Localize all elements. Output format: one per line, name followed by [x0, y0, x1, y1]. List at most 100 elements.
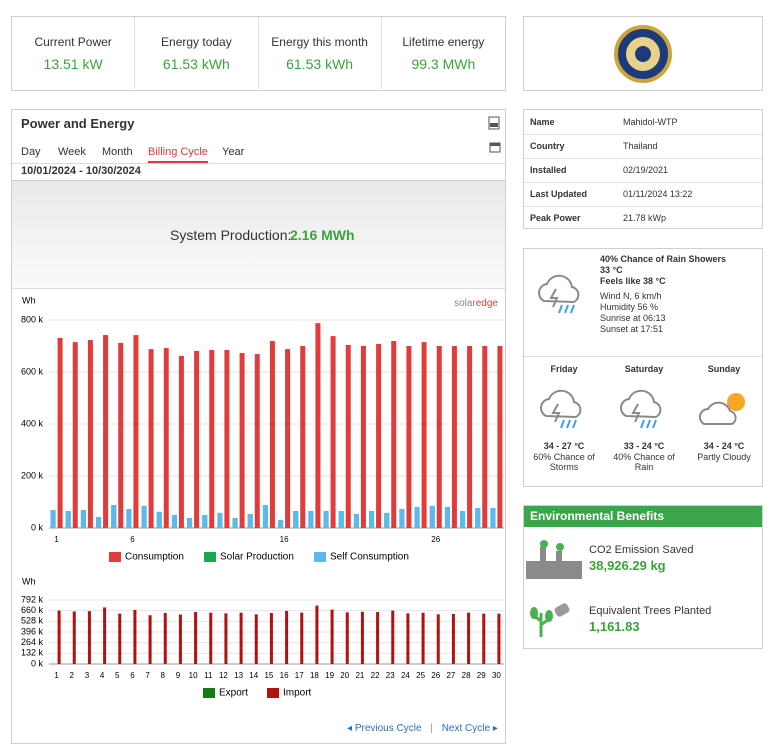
bar	[399, 509, 405, 528]
bar	[87, 611, 91, 664]
bar	[254, 354, 260, 528]
bar	[414, 506, 420, 528]
power-panel: Power and Energy Day Week Month Billing Cyc…	[11, 109, 506, 744]
x-tick-label: 26	[431, 535, 440, 544]
bar	[262, 505, 268, 528]
brand-part: edge	[476, 298, 499, 309]
bar	[436, 346, 442, 528]
x-tick-label: 12	[219, 671, 228, 680]
bar	[133, 609, 137, 664]
bar	[497, 613, 501, 664]
bar	[111, 505, 117, 528]
x-tick-label: 2	[70, 671, 75, 680]
bar	[429, 505, 435, 528]
x-tick-label: 8	[161, 671, 166, 680]
x-tick-label: 21	[355, 671, 364, 680]
weather-feels: Feels like 38 °C	[600, 276, 666, 286]
site-row: Peak Power 21.78 kWp	[524, 206, 762, 230]
bar	[178, 614, 182, 664]
bar	[436, 614, 440, 664]
bar	[87, 340, 93, 528]
day-name: Sunday	[707, 364, 741, 374]
prev-cycle[interactable]: ◂ Previous Cycle	[347, 723, 422, 734]
bar	[96, 517, 102, 528]
x-tick-label: 17	[295, 671, 304, 680]
bar	[391, 341, 397, 528]
bar	[345, 612, 349, 664]
x-tick-label: 16	[280, 671, 289, 680]
bar	[475, 507, 481, 528]
kpi: Lifetime energy 99.3 MWh	[382, 17, 505, 89]
bar	[330, 336, 336, 528]
x-tick-label: 14	[249, 671, 258, 680]
y-tick-label: 400 k	[21, 418, 44, 428]
env-title: Environmental Benefits	[524, 506, 762, 527]
y-tick-label: 396 k	[21, 626, 44, 636]
site-key: Name	[530, 117, 555, 127]
site-row: Last Updated 01/11/2024 13:22	[524, 182, 762, 207]
bar	[406, 613, 410, 664]
env-value: 1,161.83	[589, 619, 640, 634]
tab[interactable]: Billing Cycle	[148, 146, 208, 163]
bar	[353, 513, 359, 528]
x-tick-label: 6	[130, 671, 135, 680]
weather: 40% Chance of Rain Showers 33 °C Feels l…	[523, 248, 763, 487]
bar	[451, 613, 455, 664]
site-key: Last Updated	[530, 189, 588, 199]
bar	[209, 349, 215, 528]
logo-box	[523, 16, 763, 91]
bar	[285, 610, 289, 664]
x-tick-label: 22	[371, 671, 380, 680]
x-tick-label: 28	[462, 671, 471, 680]
bar	[323, 511, 329, 528]
legend-swatch	[203, 688, 215, 698]
weather-sunset: Sunset at 17:51	[600, 324, 664, 334]
kpi-bar: Current Power 13.51 kW Energy today 61.53 k…	[11, 16, 506, 91]
tab[interactable]: Week	[58, 146, 86, 158]
bar	[232, 518, 238, 528]
calendar-icon[interactable]	[489, 141, 501, 153]
bar	[406, 346, 412, 528]
y-tick-label: 792 k	[21, 594, 44, 604]
kpi: Energy today 61.53 kWh	[135, 17, 259, 89]
y-tick-label: 528 k	[21, 616, 44, 626]
weather-wind: Wind N, 6 km/h	[600, 291, 662, 301]
kpi-value: 61.53 kWh	[162, 56, 230, 72]
export-icon[interactable]	[488, 116, 500, 130]
weather-summary: 40% Chance of Rain Showers	[600, 254, 727, 264]
bar	[269, 341, 275, 528]
legend-label: Import	[283, 688, 312, 699]
legend-swatch	[314, 552, 326, 562]
production-value: 2.16 MWh	[290, 227, 355, 243]
bar	[72, 611, 76, 664]
next-cycle[interactable]: Next Cycle ▸	[441, 723, 498, 734]
x-tick-label: 1	[54, 671, 59, 680]
bar	[269, 613, 273, 664]
bar	[360, 611, 364, 664]
site-value: 02/19/2021	[623, 165, 669, 175]
bar	[247, 513, 253, 528]
bar	[315, 323, 321, 528]
bar	[118, 342, 124, 528]
bar	[148, 615, 152, 664]
x-tick-label: 4	[100, 671, 105, 680]
y-axis-label: Wh	[22, 295, 36, 305]
bar	[194, 612, 198, 664]
prev-label[interactable]: Previous Cycle	[354, 723, 422, 734]
bar	[209, 612, 213, 664]
bar	[293, 511, 299, 528]
bar	[497, 346, 503, 528]
bar	[178, 355, 184, 528]
tab[interactable]: Day	[21, 146, 41, 158]
logo	[614, 25, 672, 83]
tab[interactable]: Month	[102, 146, 133, 158]
next-label[interactable]: Next Cycle	[441, 723, 491, 734]
weather-sunrise: Sunrise at 06:13	[600, 313, 666, 323]
bar	[300, 346, 306, 528]
weather-icon	[698, 393, 745, 425]
bar	[148, 349, 154, 528]
tab[interactable]: Year	[222, 146, 245, 158]
bar	[300, 612, 304, 664]
